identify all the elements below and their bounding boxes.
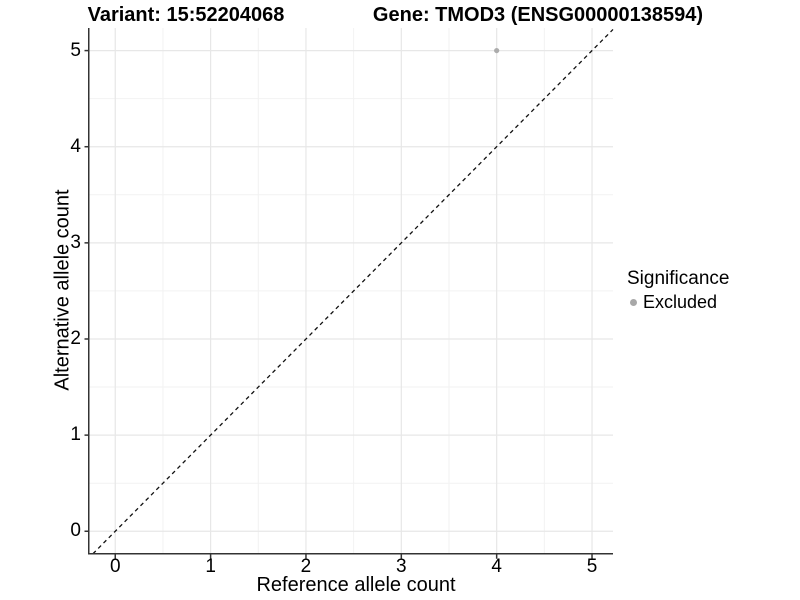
data-point: [494, 47, 500, 54]
legend: Significance Excluded: [627, 268, 729, 313]
plot-title-gene: Gene: TMOD3 (ENSG00000138594): [372, 4, 704, 26]
legend-items: Excluded: [627, 291, 729, 313]
y-axis-title: Alternative allele count: [51, 189, 74, 391]
legend-item-label: Excluded: [643, 292, 718, 312]
x-tick-label: 0: [109, 556, 121, 577]
x-tick-label: 1: [205, 556, 216, 577]
y-tick-label: 2: [70, 327, 81, 349]
y-tick-label: 3: [70, 231, 81, 253]
x-tick-label: 3: [396, 556, 407, 577]
x-axis-title: Reference allele count: [256, 574, 456, 596]
y-tick-label: 0: [70, 520, 81, 542]
y-tick-label: 5: [70, 39, 81, 61]
y-tick-label: 4: [70, 135, 81, 157]
legend-title: Significance: [627, 268, 730, 289]
identity-dashed-line: [92, 28, 614, 555]
legend-item: Excluded: [627, 291, 729, 313]
x-tick-label: 4: [491, 556, 502, 577]
y-tick-label: 1: [70, 424, 81, 446]
x-tick-label: 2: [300, 556, 312, 577]
plot-title-variant: Variant: 15:52204068: [87, 4, 285, 26]
x-tick-label: 5: [586, 556, 598, 577]
legend-point-icon: [630, 298, 637, 306]
